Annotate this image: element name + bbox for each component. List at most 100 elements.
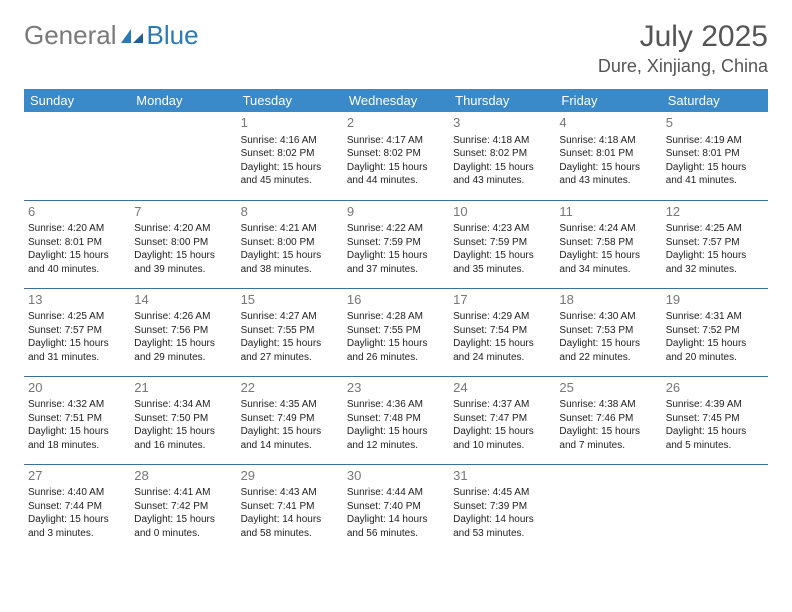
daylight-line: Daylight: 15 hours and 39 minutes.: [134, 249, 232, 276]
sunset-line: Sunset: 7:55 PM: [347, 324, 445, 338]
calendar-day-cell: 31Sunrise: 4:45 AMSunset: 7:39 PMDayligh…: [449, 464, 555, 552]
calendar-day-cell: 17Sunrise: 4:29 AMSunset: 7:54 PMDayligh…: [449, 288, 555, 376]
sunrise-line: Sunrise: 4:30 AM: [559, 310, 657, 324]
sunrise-line: Sunrise: 4:25 AM: [666, 222, 764, 236]
sunset-line: Sunset: 7:57 PM: [666, 236, 764, 250]
calendar-day-cell: 26Sunrise: 4:39 AMSunset: 7:45 PMDayligh…: [662, 376, 768, 464]
day-number: 4: [559, 114, 657, 132]
daylight-line: Daylight: 15 hours and 40 minutes.: [28, 249, 126, 276]
calendar-day-cell: [662, 464, 768, 552]
sunrise-line: Sunrise: 4:19 AM: [666, 134, 764, 148]
calendar-day-cell: 4Sunrise: 4:18 AMSunset: 8:01 PMDaylight…: [555, 112, 661, 200]
sunset-line: Sunset: 7:50 PM: [134, 412, 232, 426]
sunset-line: Sunset: 7:40 PM: [347, 500, 445, 514]
sunset-line: Sunset: 7:59 PM: [347, 236, 445, 250]
calendar-day-cell: 12Sunrise: 4:25 AMSunset: 7:57 PMDayligh…: [662, 200, 768, 288]
sunrise-line: Sunrise: 4:18 AM: [453, 134, 551, 148]
calendar-day-cell: 29Sunrise: 4:43 AMSunset: 7:41 PMDayligh…: [237, 464, 343, 552]
sunset-line: Sunset: 7:55 PM: [241, 324, 339, 338]
logo: General Blue: [24, 20, 199, 51]
sunrise-line: Sunrise: 4:22 AM: [347, 222, 445, 236]
daylight-line: Daylight: 15 hours and 31 minutes.: [28, 337, 126, 364]
day-number: 6: [28, 203, 126, 221]
calendar-day-cell: 22Sunrise: 4:35 AMSunset: 7:49 PMDayligh…: [237, 376, 343, 464]
calendar-day-cell: 27Sunrise: 4:40 AMSunset: 7:44 PMDayligh…: [24, 464, 130, 552]
sunrise-line: Sunrise: 4:26 AM: [134, 310, 232, 324]
title-block: July 2025 Dure, Xinjiang, China: [598, 20, 768, 77]
calendar-day-cell: 21Sunrise: 4:34 AMSunset: 7:50 PMDayligh…: [130, 376, 236, 464]
day-number: 31: [453, 467, 551, 485]
calendar-day-cell: 19Sunrise: 4:31 AMSunset: 7:52 PMDayligh…: [662, 288, 768, 376]
calendar-day-cell: 7Sunrise: 4:20 AMSunset: 8:00 PMDaylight…: [130, 200, 236, 288]
calendar-day-cell: 28Sunrise: 4:41 AMSunset: 7:42 PMDayligh…: [130, 464, 236, 552]
sunrise-line: Sunrise: 4:43 AM: [241, 486, 339, 500]
daylight-line: Daylight: 15 hours and 41 minutes.: [666, 161, 764, 188]
daylight-line: Daylight: 15 hours and 24 minutes.: [453, 337, 551, 364]
calendar-day-header: Sunday: [24, 89, 130, 112]
sunrise-line: Sunrise: 4:28 AM: [347, 310, 445, 324]
sunrise-line: Sunrise: 4:27 AM: [241, 310, 339, 324]
calendar-header-row: SundayMondayTuesdayWednesdayThursdayFrid…: [24, 89, 768, 112]
daylight-line: Daylight: 15 hours and 35 minutes.: [453, 249, 551, 276]
calendar-day-header: Monday: [130, 89, 236, 112]
sunrise-line: Sunrise: 4:29 AM: [453, 310, 551, 324]
calendar-day-cell: 15Sunrise: 4:27 AMSunset: 7:55 PMDayligh…: [237, 288, 343, 376]
day-number: 15: [241, 291, 339, 309]
daylight-line: Daylight: 15 hours and 20 minutes.: [666, 337, 764, 364]
calendar-day-cell: 30Sunrise: 4:44 AMSunset: 7:40 PMDayligh…: [343, 464, 449, 552]
day-number: 10: [453, 203, 551, 221]
daylight-line: Daylight: 15 hours and 14 minutes.: [241, 425, 339, 452]
day-number: 7: [134, 203, 232, 221]
calendar-day-header: Tuesday: [237, 89, 343, 112]
sunset-line: Sunset: 8:01 PM: [666, 147, 764, 161]
daylight-line: Daylight: 15 hours and 38 minutes.: [241, 249, 339, 276]
calendar-day-header: Wednesday: [343, 89, 449, 112]
calendar-day-cell: 6Sunrise: 4:20 AMSunset: 8:01 PMDaylight…: [24, 200, 130, 288]
day-number: 30: [347, 467, 445, 485]
sunrise-line: Sunrise: 4:34 AM: [134, 398, 232, 412]
sunset-line: Sunset: 7:57 PM: [28, 324, 126, 338]
sunset-line: Sunset: 8:02 PM: [347, 147, 445, 161]
calendar-week-row: 13Sunrise: 4:25 AMSunset: 7:57 PMDayligh…: [24, 288, 768, 376]
calendar-day-cell: 10Sunrise: 4:23 AMSunset: 7:59 PMDayligh…: [449, 200, 555, 288]
sunset-line: Sunset: 7:44 PM: [28, 500, 126, 514]
daylight-line: Daylight: 15 hours and 10 minutes.: [453, 425, 551, 452]
sunrise-line: Sunrise: 4:44 AM: [347, 486, 445, 500]
day-number: 17: [453, 291, 551, 309]
day-number: 21: [134, 379, 232, 397]
sunrise-line: Sunrise: 4:18 AM: [559, 134, 657, 148]
daylight-line: Daylight: 15 hours and 27 minutes.: [241, 337, 339, 364]
day-number: 24: [453, 379, 551, 397]
day-number: 20: [28, 379, 126, 397]
daylight-line: Daylight: 15 hours and 26 minutes.: [347, 337, 445, 364]
sunset-line: Sunset: 7:41 PM: [241, 500, 339, 514]
calendar-day-cell: 16Sunrise: 4:28 AMSunset: 7:55 PMDayligh…: [343, 288, 449, 376]
calendar-day-cell: 13Sunrise: 4:25 AMSunset: 7:57 PMDayligh…: [24, 288, 130, 376]
sunset-line: Sunset: 7:39 PM: [453, 500, 551, 514]
calendar-day-header: Friday: [555, 89, 661, 112]
calendar-day-header: Thursday: [449, 89, 555, 112]
daylight-line: Daylight: 15 hours and 0 minutes.: [134, 513, 232, 540]
daylight-line: Daylight: 15 hours and 32 minutes.: [666, 249, 764, 276]
daylight-line: Daylight: 14 hours and 53 minutes.: [453, 513, 551, 540]
sunrise-line: Sunrise: 4:20 AM: [28, 222, 126, 236]
calendar-day-cell: [24, 112, 130, 200]
daylight-line: Daylight: 15 hours and 18 minutes.: [28, 425, 126, 452]
daylight-line: Daylight: 15 hours and 43 minutes.: [559, 161, 657, 188]
daylight-line: Daylight: 15 hours and 44 minutes.: [347, 161, 445, 188]
calendar-day-header: Saturday: [662, 89, 768, 112]
sunset-line: Sunset: 8:01 PM: [28, 236, 126, 250]
sunrise-line: Sunrise: 4:45 AM: [453, 486, 551, 500]
location: Dure, Xinjiang, China: [598, 56, 768, 77]
daylight-line: Daylight: 15 hours and 45 minutes.: [241, 161, 339, 188]
calendar-day-cell: [555, 464, 661, 552]
sunset-line: Sunset: 7:54 PM: [453, 324, 551, 338]
sunrise-line: Sunrise: 4:25 AM: [28, 310, 126, 324]
daylight-line: Daylight: 15 hours and 22 minutes.: [559, 337, 657, 364]
calendar-day-cell: 18Sunrise: 4:30 AMSunset: 7:53 PMDayligh…: [555, 288, 661, 376]
calendar-week-row: 20Sunrise: 4:32 AMSunset: 7:51 PMDayligh…: [24, 376, 768, 464]
sunset-line: Sunset: 8:00 PM: [241, 236, 339, 250]
calendar-day-cell: 8Sunrise: 4:21 AMSunset: 8:00 PMDaylight…: [237, 200, 343, 288]
daylight-line: Daylight: 15 hours and 29 minutes.: [134, 337, 232, 364]
calendar-day-cell: 11Sunrise: 4:24 AMSunset: 7:58 PMDayligh…: [555, 200, 661, 288]
